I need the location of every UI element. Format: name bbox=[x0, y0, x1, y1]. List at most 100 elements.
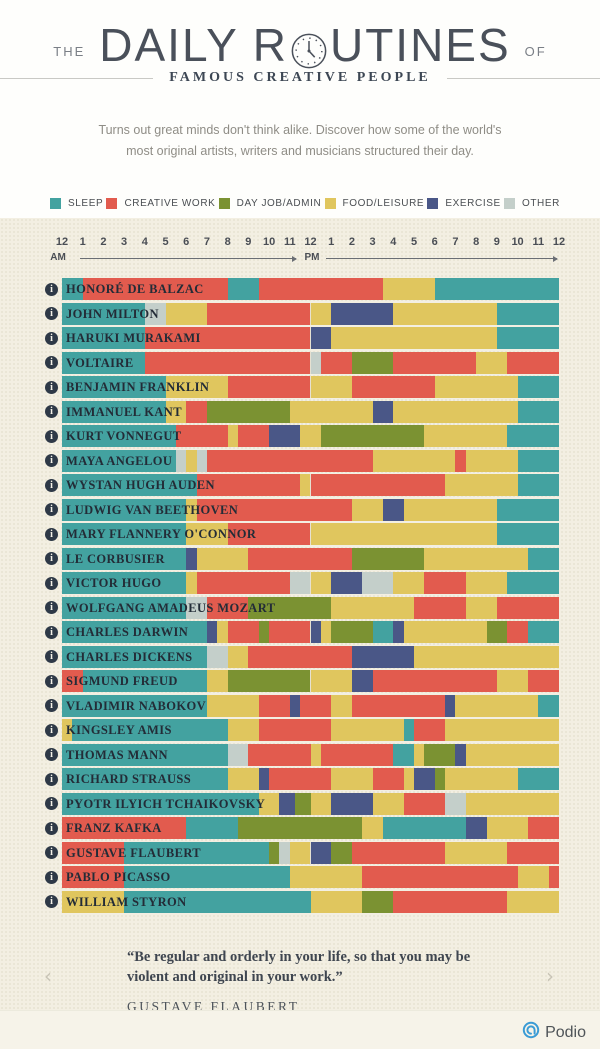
routine-bar bbox=[62, 498, 559, 521]
axis-arrow-am bbox=[80, 255, 297, 262]
axis-hour-label: 10 bbox=[511, 236, 524, 248]
routine-row: i IMMANUEL KANT bbox=[0, 400, 600, 423]
info-icon[interactable]: i bbox=[45, 307, 58, 320]
info-icon[interactable]: i bbox=[45, 821, 58, 835]
segment-sleep bbox=[517, 449, 559, 472]
segment-sleep bbox=[227, 278, 259, 300]
podio-logo[interactable]: Podio bbox=[522, 1021, 586, 1044]
info-icon[interactable]: i bbox=[45, 723, 58, 737]
segment-food bbox=[186, 498, 197, 521]
segment-creative bbox=[424, 572, 466, 594]
segment-food bbox=[434, 376, 518, 398]
person-name: WYSTAN HUGH AUDEN bbox=[66, 478, 215, 492]
info-icon[interactable]: i bbox=[45, 478, 58, 492]
segment-other bbox=[362, 572, 394, 594]
segment-sleep bbox=[186, 817, 239, 839]
legend-item-creative: CREATIVE WORK bbox=[106, 197, 215, 209]
info-icon[interactable]: i bbox=[45, 503, 58, 516]
segment-sleep bbox=[62, 351, 145, 374]
legend-item-day_job: DAY JOB/ADMIN bbox=[218, 197, 322, 209]
info-icon[interactable]: i bbox=[45, 674, 58, 688]
info-icon[interactable]: i bbox=[45, 429, 58, 443]
segment-food bbox=[486, 817, 528, 839]
segment-exercise bbox=[465, 817, 487, 839]
person-name: HONORÉ DE BALZAC bbox=[66, 282, 204, 296]
routine-bar bbox=[62, 841, 559, 864]
page-title: THE DAILY R UTINES OF bbox=[0, 19, 600, 71]
segment-creative bbox=[206, 302, 311, 325]
info-icon[interactable]: i bbox=[45, 552, 58, 565]
axis-am-label: AM bbox=[50, 252, 66, 263]
routine-row: i PYOTR ILYICH TCHAIKOVSKY bbox=[0, 792, 600, 815]
info-icon[interactable]: i bbox=[45, 870, 58, 884]
segment-sleep bbox=[62, 400, 166, 423]
segment-food bbox=[403, 768, 415, 790]
info-icon[interactable]: i bbox=[45, 846, 58, 859]
info-icon[interactable]: i bbox=[45, 331, 58, 345]
info-icon[interactable]: i bbox=[45, 601, 58, 614]
segment-creative bbox=[82, 278, 228, 300]
previous-quote-chevron[interactable]: ‹ bbox=[44, 964, 52, 988]
segment-food bbox=[165, 302, 207, 325]
segment-sleep bbox=[62, 278, 83, 300]
axis-hour-label: 10 bbox=[262, 236, 276, 248]
segment-sleep bbox=[62, 425, 176, 447]
title-post: UTINES bbox=[329, 19, 511, 71]
info-icon[interactable]: i bbox=[45, 282, 58, 296]
segment-food bbox=[186, 523, 228, 545]
segment-food bbox=[310, 572, 332, 594]
segment-food bbox=[186, 449, 197, 472]
segment-food bbox=[393, 400, 518, 423]
info-icon[interactable]: i bbox=[45, 576, 58, 590]
segment-food bbox=[445, 841, 508, 864]
day_job-swatch-icon bbox=[218, 197, 230, 209]
info-icon[interactable]: i bbox=[45, 797, 58, 810]
info-icon[interactable]: i bbox=[45, 699, 58, 712]
segment-day_job bbox=[294, 792, 311, 815]
person-name: VICTOR HUGO bbox=[66, 576, 162, 590]
segment-creative bbox=[351, 694, 446, 717]
info-icon[interactable]: i bbox=[45, 650, 58, 663]
segment-day_job bbox=[238, 817, 363, 839]
info-icon[interactable]: i bbox=[45, 748, 58, 761]
legend-label: EXERCISE bbox=[445, 197, 501, 209]
segment-sleep bbox=[62, 596, 187, 619]
segment-creative bbox=[414, 596, 466, 619]
info-icon[interactable]: i bbox=[45, 895, 58, 908]
segment-food bbox=[507, 890, 559, 913]
axis-hour-label: 2 bbox=[100, 236, 107, 248]
segment-food bbox=[217, 621, 228, 643]
segment-creative bbox=[310, 474, 446, 496]
segment-creative bbox=[300, 694, 332, 717]
info-icon[interactable]: i bbox=[45, 772, 58, 786]
next-quote-chevron[interactable]: › bbox=[546, 964, 554, 988]
info-icon[interactable]: i bbox=[45, 625, 58, 639]
axis-hour-label: 11 bbox=[283, 236, 296, 248]
info-icon[interactable]: i bbox=[45, 454, 58, 467]
info-icon[interactable]: i bbox=[45, 380, 58, 394]
segment-sleep bbox=[62, 694, 207, 717]
info-icon[interactable]: i bbox=[45, 527, 58, 541]
time-axis: 12 1 2 3 4 5 6 7 8 9 10 11 12 1 2 3 4 5 6 7 8 9 10 11 12 bbox=[0, 236, 600, 250]
axis-hour-label: 2 bbox=[348, 236, 355, 248]
routine-bar bbox=[62, 694, 559, 717]
title-of: OF bbox=[524, 43, 547, 59]
segment-sleep bbox=[507, 425, 559, 447]
routine-row: i FRANZ KAFKA bbox=[0, 817, 600, 839]
segment-food bbox=[351, 498, 383, 521]
info-icon[interactable]: i bbox=[45, 356, 58, 369]
segment-creative bbox=[238, 425, 270, 447]
segment-creative bbox=[144, 327, 311, 349]
person-name: VOLTAIRE bbox=[66, 355, 134, 370]
axis-hour-label: 11 bbox=[532, 236, 545, 248]
segment-day_job bbox=[258, 621, 270, 643]
segment-exercise bbox=[393, 621, 404, 643]
segment-sleep bbox=[62, 302, 145, 325]
segment-day_job bbox=[351, 351, 394, 374]
subtitle-row: FAMOUS CREATIVE PEOPLE bbox=[0, 70, 600, 86]
axis-hour-label: 3 bbox=[121, 236, 128, 248]
info-icon[interactable]: i bbox=[45, 405, 58, 418]
axis-hour-label: 9 bbox=[493, 236, 500, 248]
segment-sleep bbox=[517, 474, 559, 496]
